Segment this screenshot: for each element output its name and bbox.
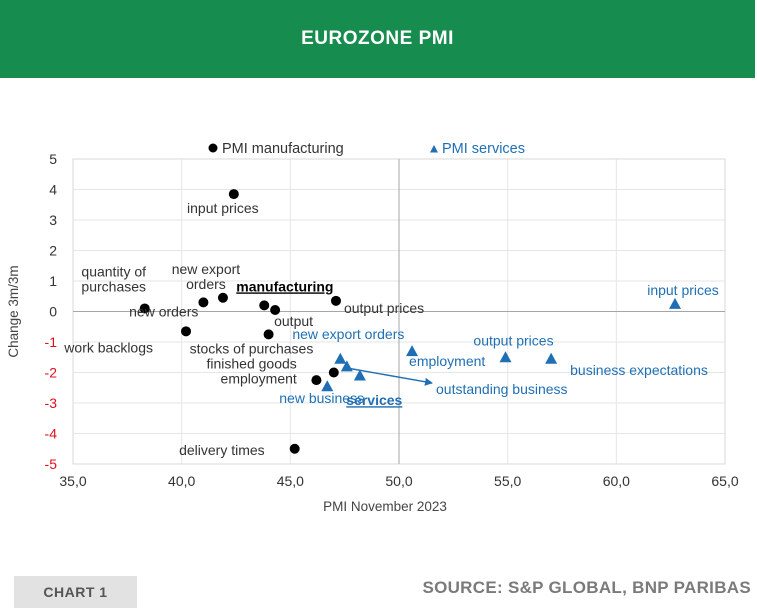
manufacturing-point-label: input prices: [187, 200, 259, 216]
manufacturing-point-aggregate: [259, 300, 270, 311]
y-tick-label: 5: [49, 151, 57, 167]
manufacturing-point: [263, 329, 274, 340]
x-tick-label: 50,0: [385, 473, 412, 489]
manufacturing-point-label: delivery times: [179, 442, 265, 458]
x-tick-label: 60,0: [603, 473, 630, 489]
manufacturing-point-label: stocks of purchases: [190, 340, 314, 356]
y-tick-label: -4: [45, 426, 58, 442]
chart-number-tag: CHART 1: [14, 576, 137, 608]
services-point-label: input prices: [647, 282, 719, 298]
services-point: [321, 380, 334, 392]
y-tick-label: -5: [45, 456, 58, 472]
services-point-label: business expectations: [570, 362, 708, 378]
services-point: [669, 297, 682, 309]
manufacturing-point: [217, 292, 228, 303]
legend-manufacturing: PMI manufacturing: [222, 141, 344, 157]
legend-services: PMI services: [442, 141, 525, 157]
manufacturing-point: [181, 326, 192, 337]
manufacturing-point: [328, 367, 339, 378]
services-point-label: employment: [409, 353, 485, 369]
manufacturing-point: [289, 443, 300, 454]
chart-header: EUROZONE PMI: [0, 0, 755, 78]
services-point-label: new export orders: [292, 326, 404, 342]
legend-triangle-marker: [430, 145, 438, 153]
manufacturing-point: [330, 295, 341, 306]
scatter-chart: 5 4 3 2 1 0 -1 -2 -3 -4 -535,0 40,0 45,0 50,0 55,0 60,0…: [6, 141, 739, 514]
services-point-label: services: [346, 392, 402, 408]
services-point: [499, 351, 512, 363]
x-tick-label: 65,0: [711, 473, 738, 489]
manufacturing-point-label: output: [274, 313, 313, 329]
manufacturing-point: [311, 375, 322, 386]
y-tick-label: -1: [45, 334, 58, 350]
y-tick-label: 0: [49, 304, 57, 320]
x-axis-title: PMI November 2023: [323, 499, 447, 514]
y-tick-label: -2: [45, 365, 58, 381]
legend-circle-marker: [208, 143, 218, 153]
chart-title: EUROZONE PMI: [301, 28, 454, 49]
x-tick-label: 40,0: [168, 473, 195, 489]
y-tick-label: 1: [49, 273, 57, 289]
x-tick-label: 35,0: [59, 473, 86, 489]
manufacturing-point: [228, 189, 239, 200]
x-tick-label: 45,0: [277, 473, 304, 489]
services-point: [406, 345, 419, 357]
y-tick-label: 4: [49, 182, 57, 198]
services-point: [340, 360, 353, 372]
y-tick-label: -3: [45, 395, 58, 411]
services-point-label: new business: [279, 390, 364, 406]
manufacturing-point-label: new export orders: [172, 261, 241, 292]
manufacturing-point-label: work backlogs: [63, 339, 153, 355]
source-note: SOURCE: S&P GLOBAL, BNP PARIBAS: [422, 578, 751, 597]
manufacturing-point-label: manufacturing: [236, 278, 333, 294]
manufacturing-point: [198, 297, 209, 308]
manufacturing-point-label: new orders: [129, 303, 198, 319]
manufacturing-point: [270, 304, 281, 315]
manufacturing-point: [139, 303, 150, 314]
services-arrow: [346, 367, 433, 386]
services-point: [334, 352, 347, 364]
services-point-label: outstanding business: [436, 381, 568, 397]
manufacturing-point-label: output prices: [344, 300, 424, 316]
manufacturing-point-label: finished goods employment: [207, 356, 297, 387]
x-tick-label: 55,0: [494, 473, 521, 489]
y-tick-label: 3: [49, 212, 57, 228]
services-point: [353, 369, 366, 381]
services-point: [545, 352, 558, 364]
services-point-label: output prices: [473, 332, 553, 348]
y-axis-title: Change 3m/3m: [6, 265, 21, 357]
y-tick-label: 2: [49, 243, 57, 259]
manufacturing-point-label: quantity of purchases: [81, 263, 146, 294]
